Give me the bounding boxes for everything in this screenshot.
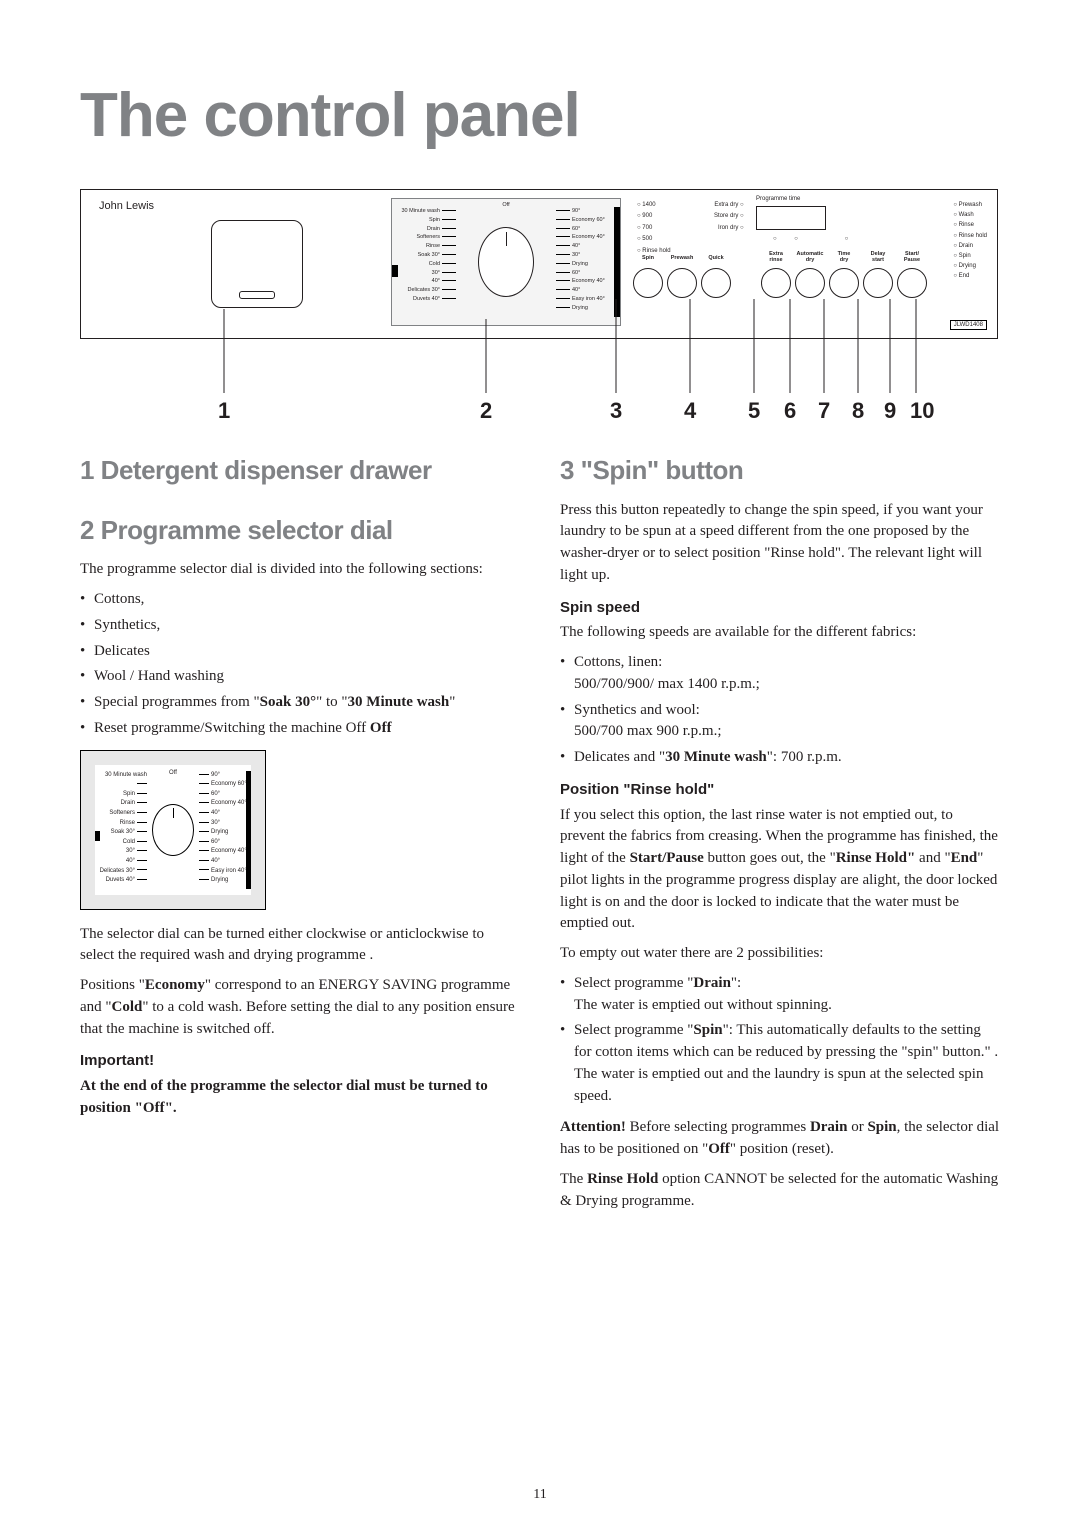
left-column: 1 Detergent dispenser drawer 2 Programme… <box>80 452 520 1220</box>
spinspeed-list: Cottons, linen:500/700/900/ max 1400 r.p… <box>560 652 1000 769</box>
important-heading: Important! <box>80 1050 520 1072</box>
mini-dial-off: Off <box>169 769 177 778</box>
rinsehold-heading: Position "Rinse hold" <box>560 779 1000 801</box>
section2-p2: Positions "Economy" correspond to an ENE… <box>80 975 520 1040</box>
attention-p: Attention! Before selecting programmes D… <box>560 1117 1000 1161</box>
mini-dial-icon <box>152 804 194 856</box>
mini-dial-right: 90°Economy 60°60°Economy 40°40°30°Drying… <box>199 771 247 886</box>
empty-water-list: Select programme "Drain":The water is em… <box>560 973 1000 1108</box>
section2-p1: The selector dial can be turned either c… <box>80 924 520 968</box>
dispenser-drawer-icon <box>211 220 303 308</box>
dial-off-label: Off <box>502 202 509 208</box>
important-body: At the end of the programme the selector… <box>80 1076 520 1120</box>
rinsehold-p2: To empty out water there are 2 possibili… <box>560 943 1000 965</box>
option-buttons-left: SpinPrewashQuick <box>633 268 731 298</box>
left-band-icon <box>392 265 398 277</box>
section2-intro: The programme selector dial is divided i… <box>80 559 520 581</box>
fabric-list: Cottons,Synthetics,DelicatesWool / Hand … <box>80 589 520 740</box>
spinspeed-intro: The following speeds are available for t… <box>560 622 1000 644</box>
status-lights-list: PrewashWashRinseRinse holdDrainSpinDryin… <box>953 200 987 282</box>
mini-left-band-icon <box>95 831 100 841</box>
section2-heading: 2 Programme selector dial <box>80 512 520 550</box>
mini-dial-diagram: Off 30 Minute washSpinDrainSoftenersRins… <box>80 750 266 910</box>
brand-label: John Lewis <box>99 200 154 212</box>
callout-numbers: 12345678910 <box>80 394 998 424</box>
indicator-dots-icon: ○ ○ ○ <box>773 236 856 242</box>
right-column: 3 "Spin" button Press this button repeat… <box>560 452 1000 1220</box>
selector-dial-diagram: Off 30 Minute washSpinDrainSoftenersRins… <box>391 198 621 326</box>
mini-right-band-icon <box>246 771 251 889</box>
option-buttons-right: ExtrarinseAutomaticdryTimedryDelaystartS… <box>761 268 927 298</box>
section3-p1: Press this button repeatedly to change t… <box>560 500 1000 587</box>
dry-level-list: Extra dryStore dryIron dry <box>714 200 744 234</box>
rinsehold-p1: If you select this option, the last rins… <box>560 805 1000 936</box>
section1-heading: 1 Detergent dispenser drawer <box>80 452 520 490</box>
section3-heading: 3 "Spin" button <box>560 452 1000 490</box>
mini-dial-left: 30 Minute washSpinDrainSoftenersRinseSoa… <box>99 771 147 886</box>
page-number: 11 <box>533 1487 546 1503</box>
control-panel-diagram: John Lewis Off 30 Minute washSpinDrainSo… <box>80 189 998 424</box>
programme-time-display <box>756 206 826 230</box>
spinspeed-heading: Spin speed <box>560 597 1000 619</box>
model-label: JLWD1408 <box>950 320 987 330</box>
programme-time-label: Programme time <box>756 196 800 202</box>
dial-left-labels: 30 Minute washSpinDrainSoftenersRinseSoa… <box>396 207 456 304</box>
page-title: The control panel <box>80 80 1000 151</box>
right-band-icon <box>614 207 620 317</box>
spin-speed-list: 1400900700500Rinse hold <box>637 200 671 257</box>
dial-right-labels: 90°Economy 60°60°Economy 40°40°30°Drying… <box>556 207 616 313</box>
dial-icon <box>478 227 534 297</box>
rinsehold-note: The Rinse Hold option CANNOT be selected… <box>560 1169 1000 1213</box>
